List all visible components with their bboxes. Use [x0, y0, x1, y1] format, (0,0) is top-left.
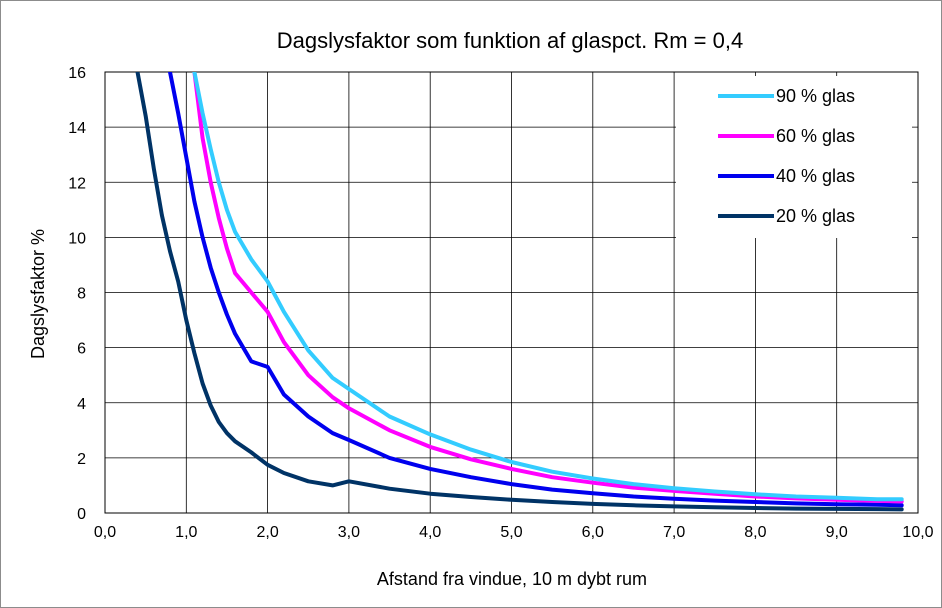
legend-label: 90 % glas	[776, 86, 855, 106]
y-tick-label: 10	[68, 230, 86, 247]
legend: 90 % glas 60 % glas 40 % glas 20 % glas	[676, 76, 912, 238]
legend-box	[676, 76, 912, 238]
series-line-40-glas	[168, 72, 904, 508]
tick-labels: 0,0 1,0 2,0 3,0 4,0 5,0 6,0 7,0 8,0 9,0 10,0 0 2 4 6 8 1…	[68, 65, 933, 541]
y-tick-label: 16	[68, 65, 86, 82]
y-axis-title: Dagslysfaktor %	[28, 229, 48, 359]
y-tick-label: 2	[77, 451, 86, 468]
x-tick-label: 6,0	[582, 524, 604, 541]
series-layer	[135, 72, 904, 512]
y-tick-label: 14	[68, 120, 86, 137]
y-tick-label: 4	[77, 396, 86, 413]
x-tick-label: 8,0	[744, 524, 766, 541]
x-tick-label: 1,0	[175, 524, 197, 541]
x-tick-label: 0,0	[94, 524, 116, 541]
x-tick-label: 10,0	[902, 524, 933, 541]
x-tick-label: 2,0	[256, 524, 278, 541]
legend-label: 60 % glas	[776, 126, 855, 146]
y-tick-label: 8	[77, 286, 86, 303]
series-line-60-glas	[192, 72, 904, 504]
x-axis-title: Afstand fra vindue, 10 m dybt rum	[377, 569, 647, 589]
chart-title: Dagslysfaktor som funktion af glaspct. R…	[277, 28, 743, 53]
series-line-20-glas	[135, 72, 904, 512]
x-tick-label: 5,0	[500, 524, 522, 541]
legend-label: 40 % glas	[776, 166, 855, 186]
y-tick-label: 0	[77, 506, 86, 523]
x-tick-label: 3,0	[338, 524, 360, 541]
legend-label: 20 % glas	[776, 206, 855, 226]
x-tick-label: 7,0	[663, 524, 685, 541]
x-tick-label: 9,0	[826, 524, 848, 541]
x-tick-label: 4,0	[419, 524, 441, 541]
y-tick-label: 6	[77, 341, 86, 358]
series-line-90-glas	[192, 72, 904, 502]
y-tick-label: 12	[68, 175, 86, 192]
